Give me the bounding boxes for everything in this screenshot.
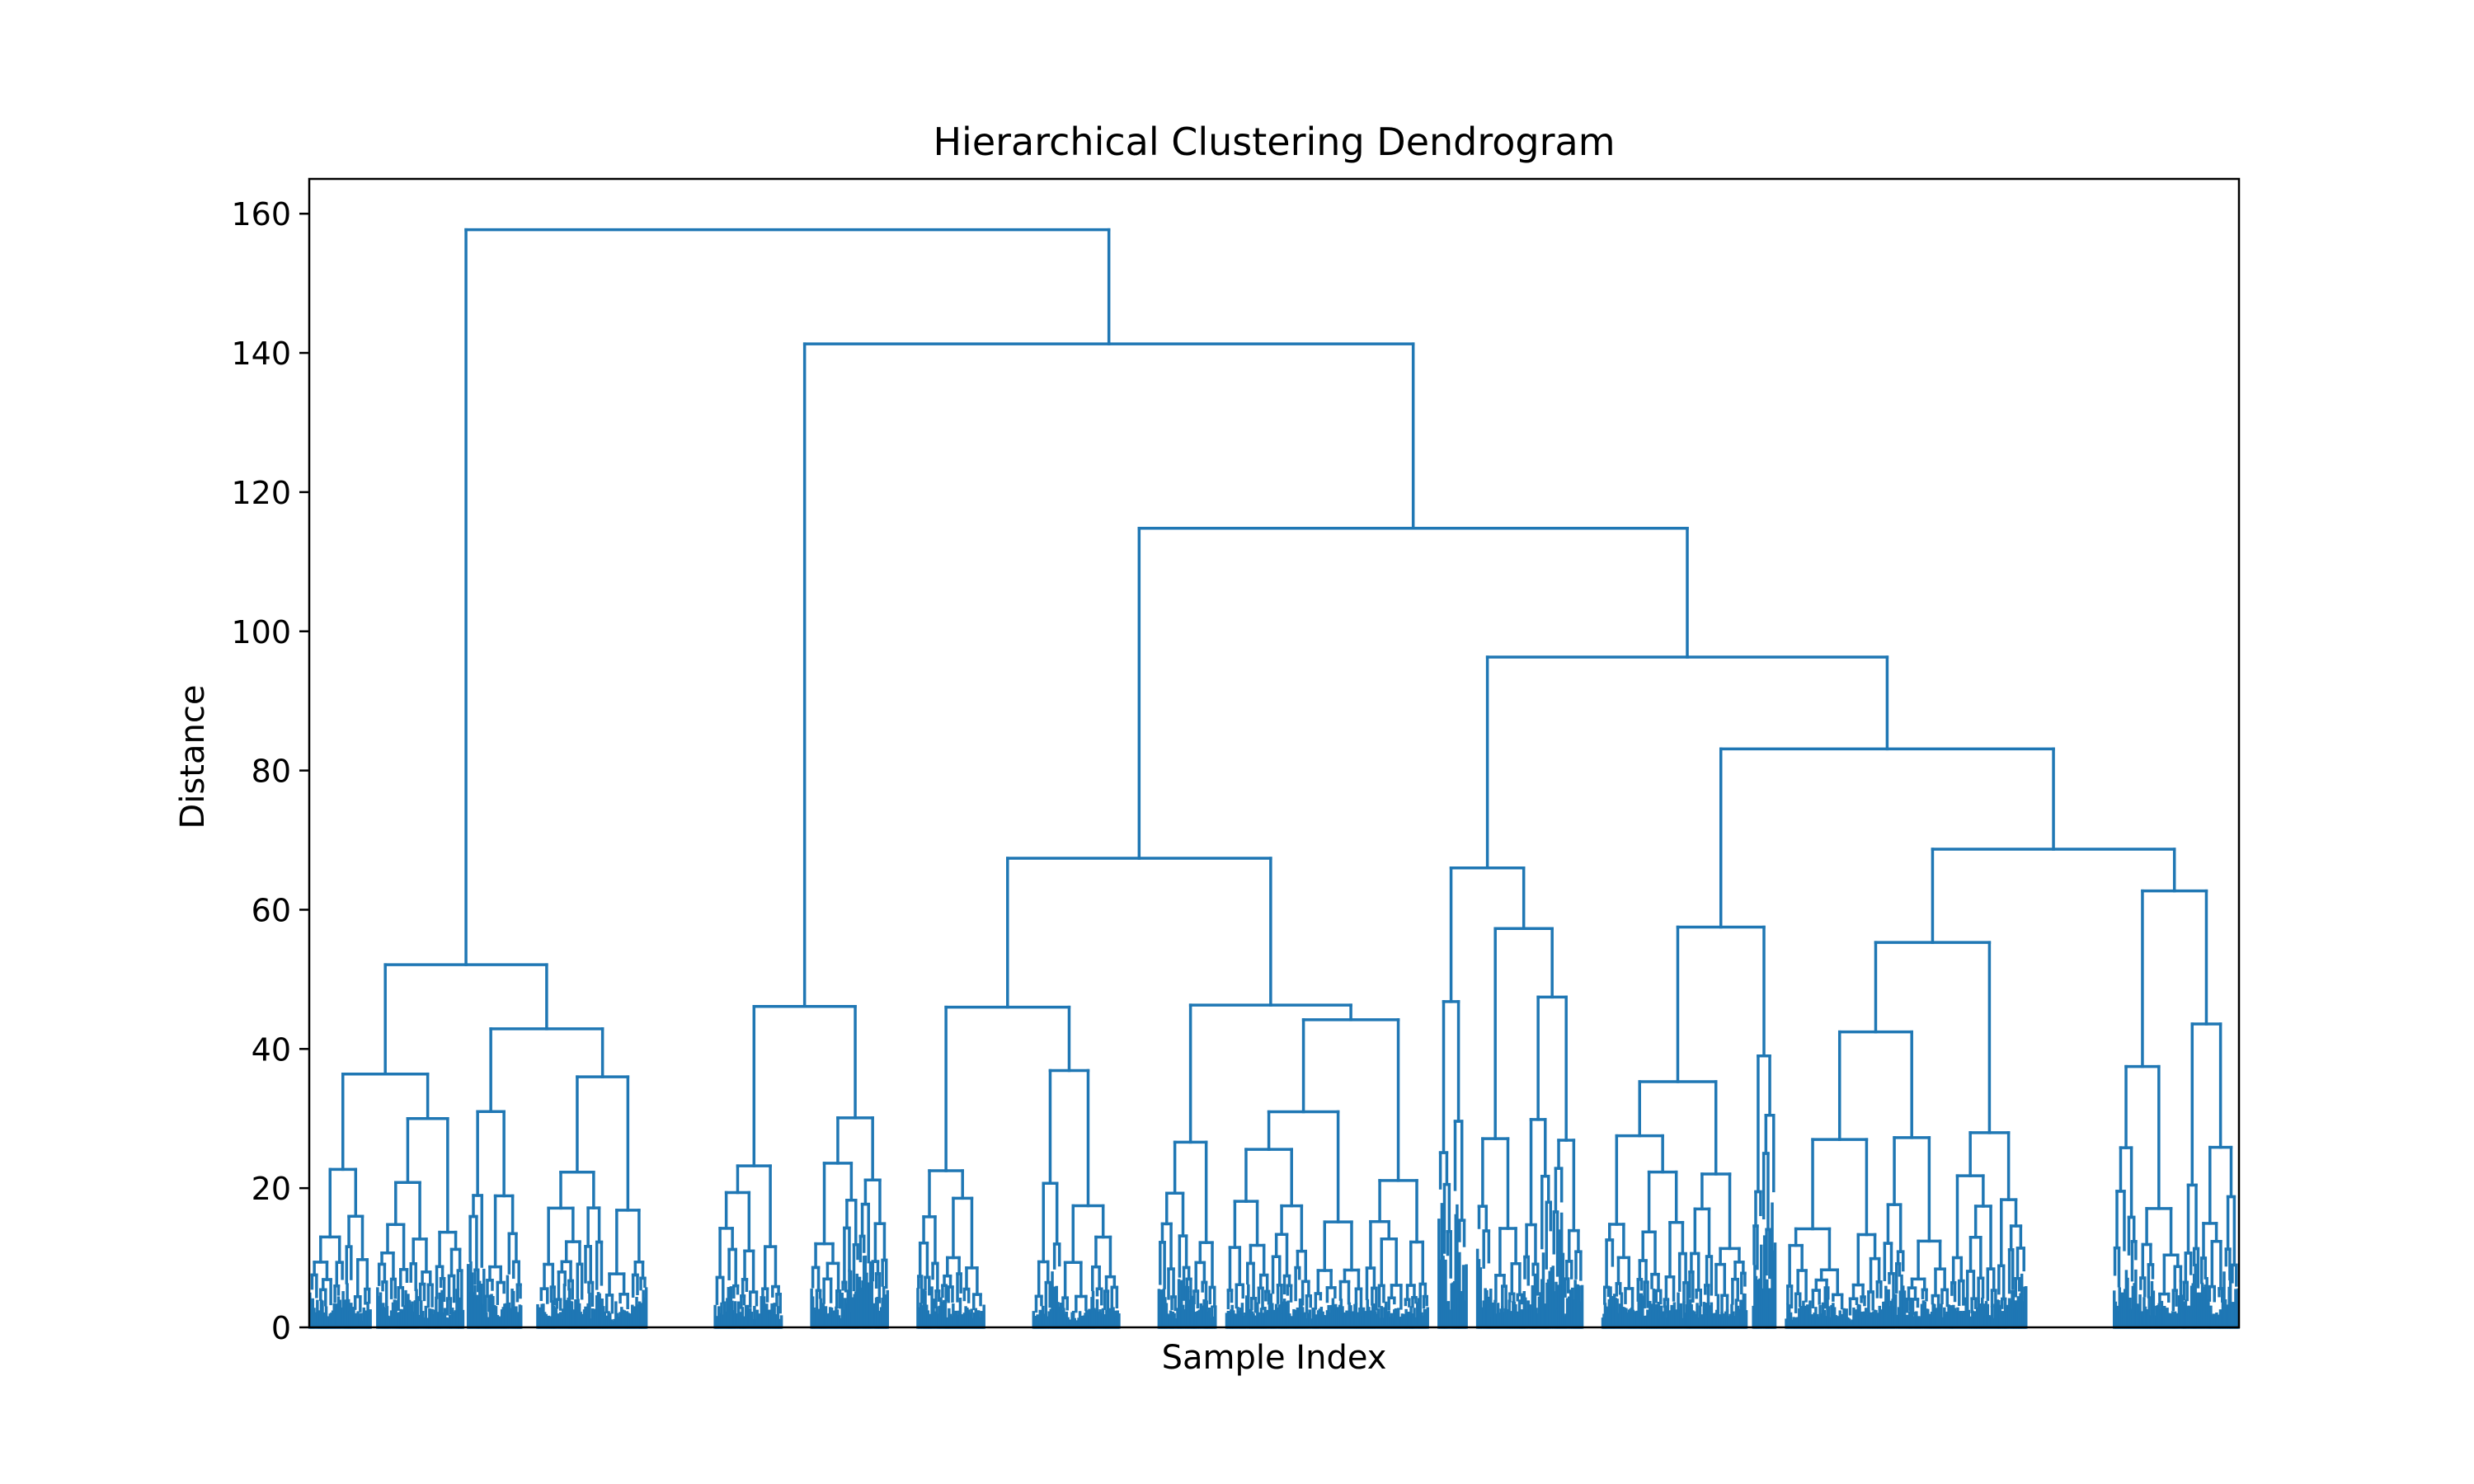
y-tick-label: 160 — [231, 196, 291, 232]
y-axis-label: Distance — [174, 685, 212, 829]
y-tick-label: 20 — [252, 1171, 291, 1207]
chart-title: Hierarchical Clustering Dendrogram — [933, 120, 1615, 164]
dendrogram-leaf-mass — [308, 1202, 2240, 1329]
dendrogram-links — [310, 228, 2238, 1316]
y-tick-label: 140 — [231, 336, 291, 372]
y-axis: 0 20 40 60 80 100 120 140 160 — [231, 196, 309, 1346]
y-tick-label: 100 — [231, 614, 291, 650]
y-tick-label: 60 — [252, 892, 291, 928]
plot-frame — [308, 177, 2241, 1329]
y-tick-label: 80 — [252, 754, 291, 790]
y-tick-label: 40 — [252, 1031, 291, 1068]
x-axis-label: Sample Index — [1162, 1339, 1387, 1377]
y-tick-label: 0 — [271, 1310, 291, 1346]
y-tick-label: 120 — [231, 475, 291, 511]
